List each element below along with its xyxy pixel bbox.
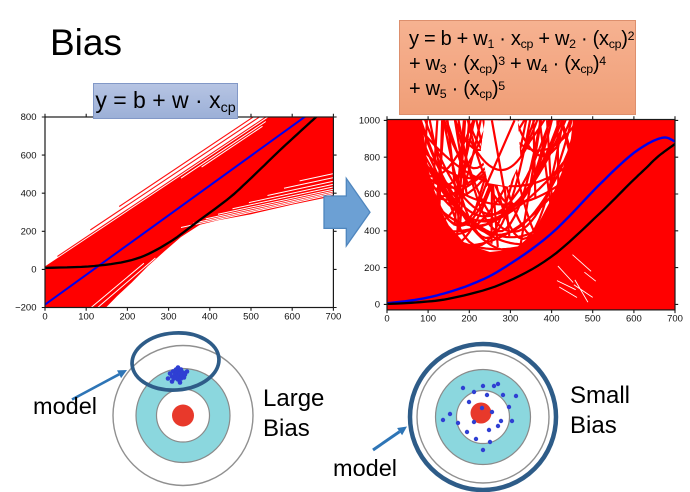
svg-text:300: 300 <box>502 314 518 325</box>
svg-text:600: 600 <box>21 150 37 161</box>
svg-text:−200: −200 <box>15 303 36 314</box>
svg-text:400: 400 <box>544 314 560 325</box>
svg-text:500: 500 <box>243 312 259 323</box>
svg-text:800: 800 <box>364 152 380 163</box>
svg-text:100: 100 <box>78 312 94 323</box>
svg-text:0: 0 <box>384 314 389 325</box>
svg-text:800: 800 <box>21 112 37 123</box>
svg-text:600: 600 <box>284 312 300 323</box>
svg-text:300: 300 <box>161 312 177 323</box>
svg-text:100: 100 <box>420 314 436 325</box>
svg-text:200: 200 <box>461 314 477 325</box>
svg-text:0: 0 <box>42 312 47 323</box>
svg-text:400: 400 <box>21 188 37 199</box>
svg-text:1000: 1000 <box>359 116 380 127</box>
svg-text:0: 0 <box>31 265 36 276</box>
svg-text:700: 700 <box>667 314 683 325</box>
svg-text:200: 200 <box>119 312 135 323</box>
svg-text:200: 200 <box>21 227 37 238</box>
svg-text:400: 400 <box>202 312 218 323</box>
svg-text:400: 400 <box>364 226 380 237</box>
svg-text:200: 200 <box>364 263 380 274</box>
svg-text:500: 500 <box>585 314 601 325</box>
svg-text:700: 700 <box>325 312 341 323</box>
svg-text:600: 600 <box>626 314 642 325</box>
svg-text:600: 600 <box>364 189 380 200</box>
svg-text:0: 0 <box>375 300 380 311</box>
